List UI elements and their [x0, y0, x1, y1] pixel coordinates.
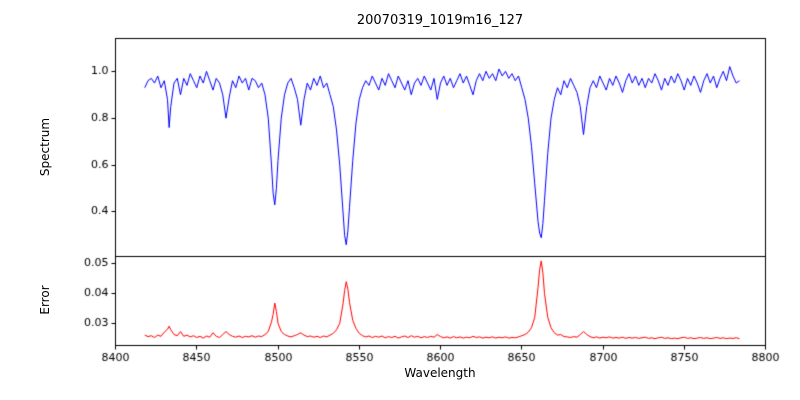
chart-title: 20070319_1019m16_127: [356, 13, 524, 28]
y-axis-label-error: Error: [38, 285, 52, 315]
x-axis-label: Wavelength: [404, 366, 476, 380]
y-axis-label-spectrum: Spectrum: [38, 117, 52, 177]
